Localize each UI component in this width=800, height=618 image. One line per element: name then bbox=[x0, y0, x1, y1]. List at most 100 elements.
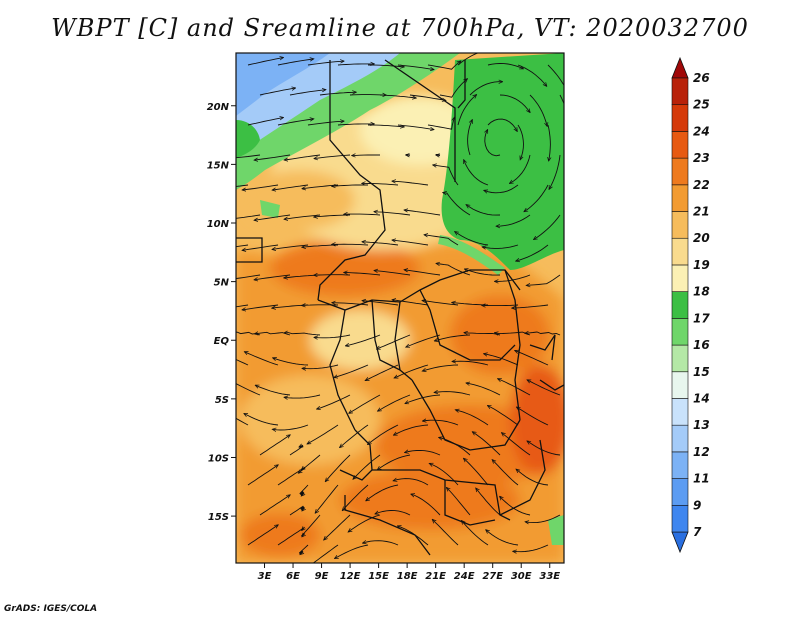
streamline bbox=[299, 484, 309, 496]
streamline bbox=[259, 495, 290, 516]
streamline bbox=[307, 61, 344, 66]
streamline bbox=[405, 450, 441, 456]
streamline bbox=[465, 269, 501, 276]
colorbar-label: 18 bbox=[693, 285, 710, 299]
colorbar-max-triangle bbox=[671, 56, 689, 79]
lat-tick-label: 10S bbox=[208, 453, 229, 464]
colorbar-label: 12 bbox=[693, 445, 710, 459]
streamline bbox=[456, 410, 489, 426]
lon-tick-label: 33E bbox=[539, 571, 560, 582]
country-boundaries bbox=[236, 59, 564, 556]
streamline bbox=[392, 181, 429, 186]
streamline bbox=[352, 155, 381, 156]
lon-tick: 15E bbox=[368, 563, 389, 582]
streamline bbox=[406, 334, 441, 347]
streamline bbox=[298, 544, 309, 554]
colorbar-label: 7 bbox=[693, 525, 702, 539]
streamline bbox=[307, 424, 339, 444]
streamline bbox=[362, 183, 399, 185]
streamline bbox=[434, 392, 471, 396]
streamline bbox=[366, 484, 399, 501]
colorbar-label: 9 bbox=[693, 498, 701, 512]
streamline bbox=[464, 160, 489, 186]
streamline bbox=[427, 118, 454, 130]
wbpt-shading bbox=[236, 53, 564, 563]
streamline bbox=[527, 441, 561, 456]
streamline bbox=[317, 394, 351, 409]
streamline bbox=[462, 521, 489, 546]
streamline bbox=[335, 544, 369, 558]
streamline bbox=[510, 154, 531, 183]
streamline bbox=[273, 358, 309, 366]
streamline bbox=[423, 364, 459, 371]
streamline bbox=[289, 90, 326, 96]
lat-tick: EQ bbox=[214, 336, 236, 347]
lat-tick: 20N bbox=[207, 102, 236, 113]
streamline bbox=[469, 82, 502, 96]
streamline bbox=[524, 184, 549, 212]
streamline bbox=[277, 527, 305, 546]
colorbar-box bbox=[671, 424, 689, 453]
colorbar-box bbox=[671, 371, 689, 399]
streamline bbox=[236, 184, 249, 187]
streamline bbox=[277, 119, 314, 126]
lon-tick: 24E bbox=[454, 563, 475, 582]
streamline bbox=[368, 65, 404, 67]
streamline bbox=[466, 383, 501, 396]
streamline bbox=[427, 61, 461, 70]
streamline bbox=[343, 484, 369, 510]
lat-tick: 5S bbox=[215, 395, 236, 406]
streamline bbox=[559, 94, 564, 105]
streamline bbox=[499, 94, 530, 112]
streamline bbox=[353, 454, 381, 479]
streamline bbox=[487, 63, 523, 69]
streamline bbox=[236, 274, 261, 280]
streamline bbox=[344, 273, 381, 276]
streamline bbox=[455, 232, 489, 246]
colorbar-box bbox=[671, 291, 689, 319]
streamline bbox=[259, 88, 295, 96]
map-title: WBPT [C] and Sreamline at 700hPa, VT: 20… bbox=[51, 14, 749, 42]
streamline bbox=[525, 514, 561, 523]
streamline bbox=[374, 212, 411, 216]
lon-tick: 9E bbox=[315, 563, 329, 582]
streamline bbox=[362, 242, 399, 246]
map-axes: 3E 6E 9E 12E 15E 18E 21E 24E 27E 30E 33E 20N 15N 10N 5… bbox=[207, 102, 561, 582]
lat-tick-label: 5S bbox=[215, 395, 229, 406]
lat-tick-label: 15N bbox=[207, 160, 230, 171]
streamline bbox=[332, 303, 369, 306]
streamline bbox=[517, 64, 547, 86]
streamline bbox=[247, 525, 278, 546]
streamline bbox=[289, 445, 304, 456]
streamline bbox=[314, 334, 351, 338]
streamline bbox=[457, 53, 480, 66]
lat-tick-label: EQ bbox=[214, 336, 230, 347]
streamline bbox=[512, 304, 549, 308]
streamline bbox=[433, 520, 459, 546]
streamline bbox=[436, 263, 471, 276]
streamline bbox=[368, 125, 404, 127]
streamline bbox=[423, 420, 459, 426]
streamline bbox=[284, 154, 321, 160]
lon-tick: 18E bbox=[397, 563, 418, 582]
colorbar-label: 24 bbox=[693, 124, 710, 138]
streamline bbox=[443, 193, 471, 216]
streamline bbox=[254, 214, 291, 220]
streamline bbox=[319, 92, 356, 96]
streamline bbox=[242, 184, 279, 190]
streamline bbox=[482, 305, 519, 306]
streamline bbox=[301, 514, 321, 537]
streamline bbox=[302, 364, 339, 369]
streamline bbox=[379, 94, 416, 98]
lat-tick: 10S bbox=[208, 453, 236, 464]
streamline bbox=[452, 361, 489, 366]
streamline bbox=[409, 94, 446, 100]
lon-tick-label: 3E bbox=[258, 571, 272, 582]
streamline bbox=[236, 304, 249, 308]
streamline bbox=[394, 424, 429, 435]
colorbar-box bbox=[671, 237, 689, 266]
colorbar-box bbox=[671, 157, 689, 186]
streamline bbox=[340, 424, 369, 447]
streamline bbox=[498, 379, 531, 396]
